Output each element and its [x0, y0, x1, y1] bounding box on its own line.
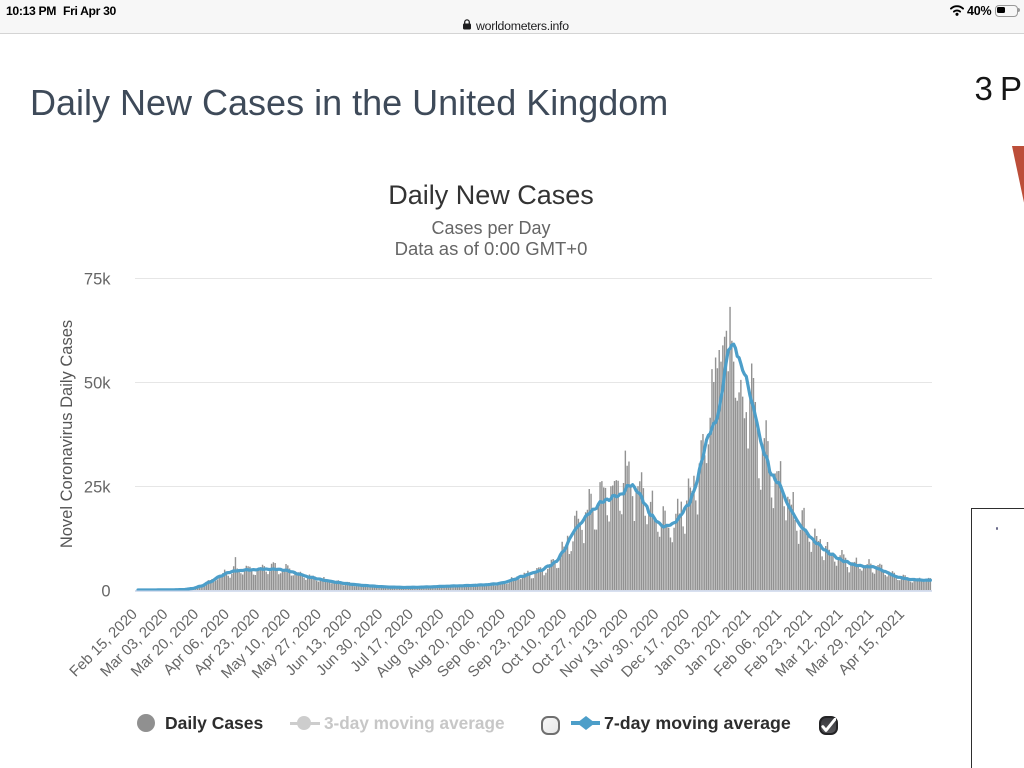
svg-text:Novel Coronavirus Daily Cases: Novel Coronavirus Daily Cases [58, 320, 76, 548]
svg-text:25k: 25k [84, 479, 111, 497]
svg-text:50k: 50k [84, 375, 111, 393]
svg-text:75k: 75k [84, 271, 111, 289]
svg-text:0: 0 [101, 583, 110, 601]
